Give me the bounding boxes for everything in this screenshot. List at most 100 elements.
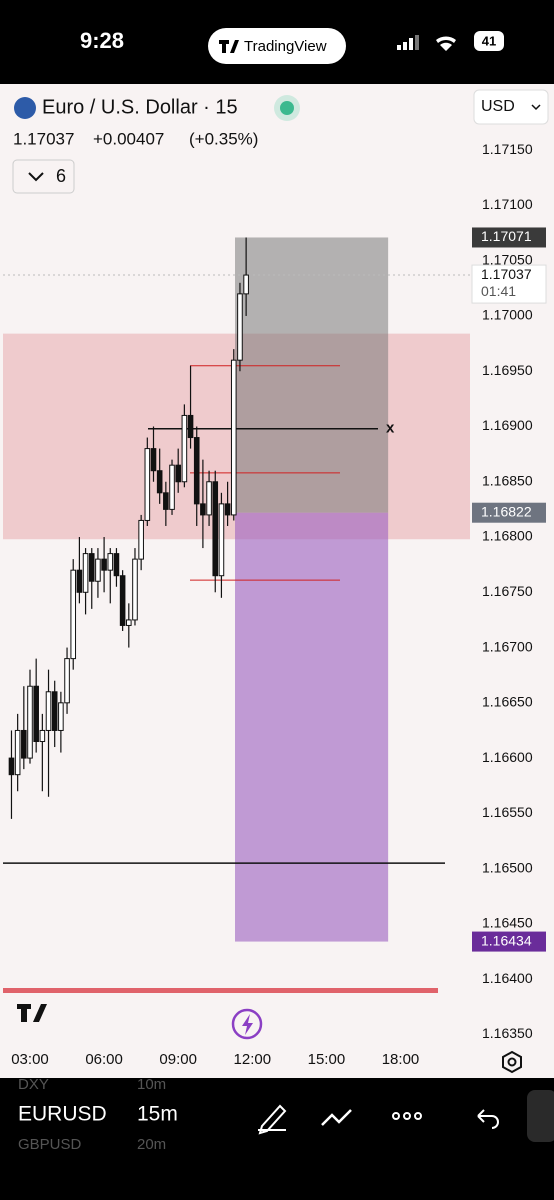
candle-body: [107, 553, 114, 571]
candle-body: [95, 558, 101, 582]
indicators-toggle[interactable]: [12, 159, 75, 194]
candle-body: [156, 470, 163, 494]
price-tick-label: 1.16600: [482, 749, 533, 765]
candle-body: [218, 503, 225, 577]
candle-body: [101, 558, 107, 571]
candle-body: [150, 448, 157, 472]
price-badge: [472, 931, 546, 952]
chevron: [531, 104, 541, 111]
candle-body: [187, 414, 194, 439]
lightning: [242, 1014, 253, 1035]
toolbar-symbol[interactable]: DXY: [18, 1076, 49, 1093]
candle-body: [181, 414, 188, 483]
toolbar-symbol[interactable]: EURUSD: [18, 1103, 107, 1126]
candle-body: [237, 293, 243, 361]
toolbar-interval[interactable]: 10m: [137, 1076, 166, 1093]
price-tick-label: 1.16700: [482, 638, 533, 654]
candle-body: [21, 729, 27, 759]
stop-box: [235, 237, 389, 513]
plot: x 1.17150 1.17100 1.17050 1.17000 1.16950 1.16…: [3, 141, 547, 1068]
price-badge-label: 1.16822: [481, 503, 532, 519]
tv-icon: [219, 40, 239, 53]
candle-body: [175, 464, 181, 483]
price-tick-label: 1.17150: [482, 141, 533, 157]
undo-icon[interactable]: [477, 1109, 499, 1129]
price-badge-label: 1.16434: [481, 932, 532, 948]
candle-body: [45, 691, 52, 731]
price-tick-label: 1.16850: [482, 472, 533, 488]
currency: USD: [481, 98, 515, 115]
last-price-label: 1.17037: [481, 266, 532, 282]
app-pill[interactable]: [208, 28, 346, 64]
candle-body: [33, 685, 39, 743]
app-name: TradingView: [244, 38, 327, 55]
candle-body: [144, 448, 151, 521]
wifi: [436, 36, 456, 51]
draw-icon[interactable]: [258, 1104, 287, 1135]
more-icon[interactable]: [392, 1112, 422, 1120]
candle-body: [113, 553, 120, 577]
candle-body: [224, 503, 231, 516]
price-tick-label: 1.16800: [482, 528, 533, 544]
candle-body: [193, 437, 200, 505]
price-tick-label: 1.16550: [482, 804, 533, 820]
price-tick-label: 1.17050: [482, 251, 533, 267]
price-tick-label: 1.16950: [482, 362, 533, 378]
candle-body: [58, 702, 64, 731]
battery: [474, 31, 504, 51]
lightning-button[interactable]: [231, 1008, 263, 1040]
candle-body: [51, 691, 58, 731]
candle-body: [88, 553, 95, 582]
price-tick-label: 1.17000: [482, 307, 533, 323]
side-button[interactable]: [527, 1090, 554, 1142]
time-tick-label: 12:00: [234, 1051, 272, 1068]
candle-body: [163, 492, 169, 510]
flag-icon: [14, 97, 36, 119]
currency-select[interactable]: [473, 89, 549, 125]
price-change-pct: (+0.35%): [189, 129, 258, 148]
candle-body: [76, 569, 83, 593]
last-price: 1.17037: [13, 129, 74, 148]
time-tick-label: 03:00: [11, 1051, 49, 1068]
time-tick-label: 18:00: [382, 1051, 420, 1068]
time-tick-label: 06:00: [85, 1051, 123, 1068]
candle-body: [14, 729, 21, 776]
candle-body: [8, 757, 15, 776]
settings-icon[interactable]: [502, 1050, 522, 1074]
candle-body: [119, 575, 126, 626]
tv-logo: [17, 1004, 47, 1022]
candle-body: [200, 503, 206, 516]
price-tick-label: 1.16450: [482, 915, 533, 931]
price-tick-label: 1.16650: [482, 694, 533, 710]
battery-level: 41: [482, 33, 496, 48]
indicator-count: 6: [56, 166, 66, 186]
toolbar: DXY 10m EURUSD 15m GBPUSD 20m: [18, 1076, 178, 1153]
candle-body: [27, 685, 33, 759]
red-bar: [3, 988, 438, 993]
price-change: +0.00407: [93, 129, 164, 148]
candle-body: [243, 274, 249, 295]
chevron: [28, 172, 44, 182]
candle-body: [138, 519, 144, 560]
candle-body: [82, 553, 89, 593]
price-tick-label: 1.16900: [482, 417, 533, 433]
candle-body: [39, 729, 46, 743]
level-marker: x: [386, 420, 395, 437]
candle-body: [206, 481, 212, 516]
price-tick-label: 1.16400: [482, 970, 533, 986]
symbol-title[interactable]: Euro / U.S. Dollar · 15: [42, 96, 238, 118]
last-price-badge: [471, 264, 547, 304]
trend-icon[interactable]: [321, 1109, 352, 1126]
status-dot: [280, 101, 294, 115]
toolbar-interval[interactable]: 15m: [137, 1103, 178, 1126]
price-badge-label: 1.17071: [481, 228, 532, 244]
signal: [397, 35, 419, 50]
toolbar-symbol[interactable]: GBPUSD: [18, 1136, 82, 1153]
candle-body: [230, 359, 237, 516]
toolbar-interval[interactable]: 20m: [137, 1136, 166, 1153]
candle-body: [126, 619, 132, 626]
candle-body: [70, 569, 77, 660]
settings-dot: [507, 1057, 517, 1067]
